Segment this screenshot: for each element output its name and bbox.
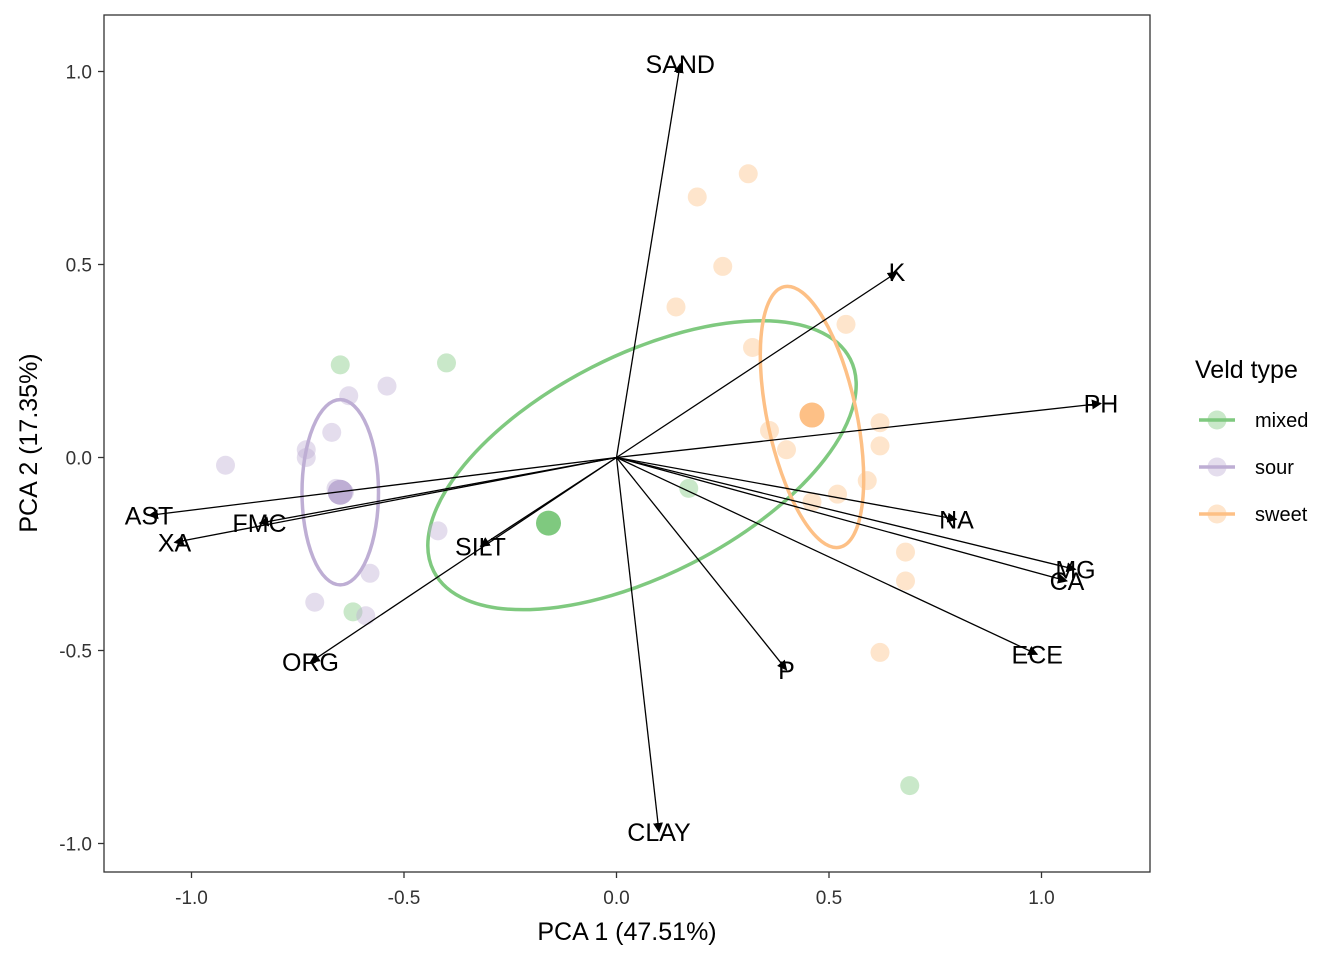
point-sweet [713, 256, 733, 276]
point-sweet [666, 297, 686, 317]
y-axis: 1.0 0.5 0.0 -0.5 -1.0 [59, 63, 104, 856]
x-tick-label: -0.5 [388, 888, 421, 909]
point-sweet [870, 642, 890, 662]
point-sour [428, 521, 448, 541]
legend-key-point-mixed [1207, 410, 1227, 430]
x-axis-title: PCA 1 (47.51%) [537, 918, 716, 946]
loading-arrow-k [616, 271, 898, 459]
loading-arrow-ph [616, 399, 1102, 459]
centroid-sweet [799, 402, 825, 428]
point-sweet [896, 571, 915, 591]
x-tick-label: -1.0 [175, 888, 208, 909]
loading-label-mg: MG [1055, 556, 1095, 584]
ellipse-sour [300, 397, 381, 587]
ellipse-sweet [758, 284, 866, 550]
loading-label-ph: PH [1084, 390, 1119, 418]
loading-label-ast: AST [125, 502, 174, 530]
loading-label-silt: SILT [455, 533, 506, 561]
legend-title: Veld type [1195, 356, 1298, 384]
loading-label-ece: ECE [1012, 641, 1063, 669]
point-sweet [857, 471, 877, 491]
point-sour [377, 376, 397, 396]
point-sour [339, 386, 359, 406]
loading-arrows [148, 62, 1102, 833]
y-tick-label: 1.0 [66, 63, 92, 84]
point-mixed [900, 776, 920, 796]
point-sour [296, 448, 316, 467]
plot-background [104, 15, 1150, 872]
loading-arrow-mg [616, 456, 1077, 573]
x-tick-label: 0.0 [603, 888, 629, 909]
point-sweet [828, 484, 847, 504]
point-sour [356, 606, 376, 626]
point-sweet [760, 420, 779, 440]
plot-panel-border [103, 14, 1151, 873]
x-tick-label: 1.0 [1028, 888, 1054, 909]
loading-label-xa: XA [158, 529, 192, 557]
point-sour [305, 592, 325, 612]
loading-arrow-silt [479, 456, 617, 547]
point-mixed [330, 355, 350, 375]
legend-key-point-sour [1207, 457, 1227, 477]
loading-arrow-clay [615, 457, 663, 833]
loading-label-sand: SAND [646, 51, 715, 79]
loading-label-k: K [889, 259, 906, 287]
group-centroids [327, 402, 825, 536]
point-sweet [738, 164, 758, 184]
y-tick-label: -1.0 [59, 835, 92, 856]
loading-arrow-na [616, 456, 958, 523]
legend-key-point-sweet [1207, 504, 1227, 524]
loading-arrow-ca [616, 456, 1068, 584]
legend-label-sour: sour [1255, 457, 1294, 479]
ellipse-mixed [426, 319, 858, 612]
legend: Veld type mixed sour sweet [1195, 356, 1308, 526]
y-tick-label: -0.5 [59, 642, 92, 663]
loading-label-org: ORG [282, 649, 339, 677]
loading-arrow-org [309, 456, 617, 663]
point-sour [322, 422, 342, 442]
legend-label-mixed: mixed [1255, 410, 1308, 432]
loading-label-fmc: FMC [232, 510, 286, 538]
loading-label-ca: CA [1050, 568, 1085, 596]
point-sweet [777, 440, 796, 460]
loading-arrow-xa [173, 456, 617, 546]
centroid-mixed [536, 510, 561, 536]
point-sweet [896, 542, 915, 562]
point-mixed [437, 353, 456, 373]
point-sweet [687, 187, 707, 207]
point-sour [216, 455, 235, 475]
y-axis-title: PCA 2 (17.35%) [15, 353, 43, 532]
loading-label-p: P [778, 657, 795, 685]
loading-label-clay: CLAY [627, 819, 691, 847]
y-tick-label: 0.0 [66, 449, 92, 470]
confidence-ellipses [300, 284, 866, 612]
y-tick-label: 0.5 [66, 256, 92, 277]
loading-arrow-ece [616, 456, 1039, 656]
loading-arrow-p [615, 457, 788, 671]
point-mixed [343, 602, 363, 622]
x-axis: -1.0 -0.5 0.0 0.5 1.0 [175, 872, 1055, 909]
point-sour [360, 563, 380, 583]
loading-arrow-ast [148, 456, 617, 520]
point-sour [296, 440, 316, 460]
loading-arrow-sand [615, 62, 684, 458]
legend-label-sweet: sweet [1255, 504, 1308, 526]
point-sweet [802, 492, 822, 512]
point-sweet [870, 436, 890, 456]
x-tick-label: 0.5 [816, 888, 842, 909]
loading-label-na: NA [939, 506, 974, 534]
point-sweet [836, 314, 856, 334]
point-sweet [743, 337, 762, 357]
